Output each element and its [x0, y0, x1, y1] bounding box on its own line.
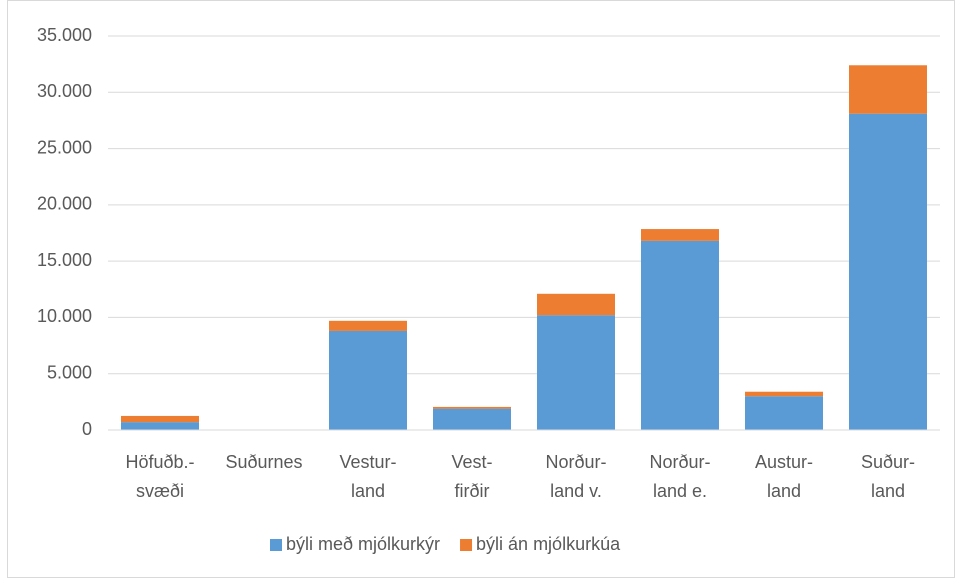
chart-frame — [7, 0, 955, 578]
x-tick-label: Austur-land — [755, 452, 813, 501]
bar-segment — [537, 293, 615, 316]
bar-segment — [849, 65, 927, 114]
x-tick-label: Höfuðb.-svæði — [125, 452, 194, 501]
y-tick-label: 10.000 — [37, 306, 92, 326]
y-tick-label: 25.000 — [37, 137, 92, 157]
x-tick-label: Vestur-land — [339, 452, 396, 501]
legend-swatch — [460, 539, 473, 551]
y-tick-label: 20.000 — [37, 194, 92, 214]
bar-segment — [849, 113, 927, 430]
bar-segment — [329, 320, 407, 331]
y-tick-label: 30.000 — [37, 81, 92, 101]
bar-segment — [745, 396, 823, 430]
y-tick-label: 5.000 — [47, 362, 92, 382]
bar-segment — [745, 391, 823, 397]
x-tick-label: Suðurnes — [225, 452, 302, 472]
legend-label: býli án mjólkurkúa — [476, 534, 621, 554]
bar-segment — [329, 330, 407, 430]
x-tick-label: Norður-land v. — [545, 452, 606, 501]
bar-segment — [433, 408, 511, 430]
x-tick-label: Suður-land — [861, 452, 915, 501]
bar-segment — [121, 415, 199, 423]
bar-segment — [537, 315, 615, 430]
legend-label: býli með mjólkurkýr — [286, 534, 440, 554]
bar-segment — [121, 422, 199, 430]
bar-segment — [641, 229, 719, 241]
y-tick-label: 15.000 — [37, 250, 92, 270]
bar-segment — [641, 240, 719, 430]
y-tick-label: 0 — [82, 419, 92, 439]
bar-segment — [433, 406, 511, 409]
y-tick-label: 35.000 — [37, 25, 92, 45]
x-tick-label: Norður-land e. — [649, 452, 710, 501]
x-tick-label: Vest-firðir — [451, 452, 492, 501]
legend-swatch — [270, 539, 282, 551]
